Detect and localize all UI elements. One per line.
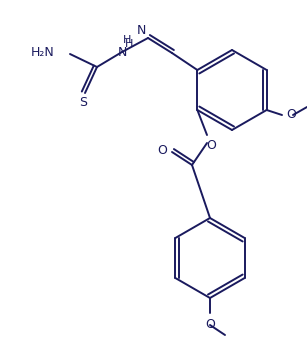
Text: N: N [137, 24, 146, 37]
Text: O: O [205, 318, 215, 331]
Text: N: N [117, 45, 127, 59]
Text: H: H [123, 35, 131, 45]
Text: H: H [125, 39, 133, 49]
Text: H₂N: H₂N [31, 45, 55, 59]
Text: S: S [79, 96, 87, 109]
Text: O: O [206, 139, 216, 152]
Text: O: O [286, 108, 296, 121]
Text: O: O [157, 144, 167, 157]
